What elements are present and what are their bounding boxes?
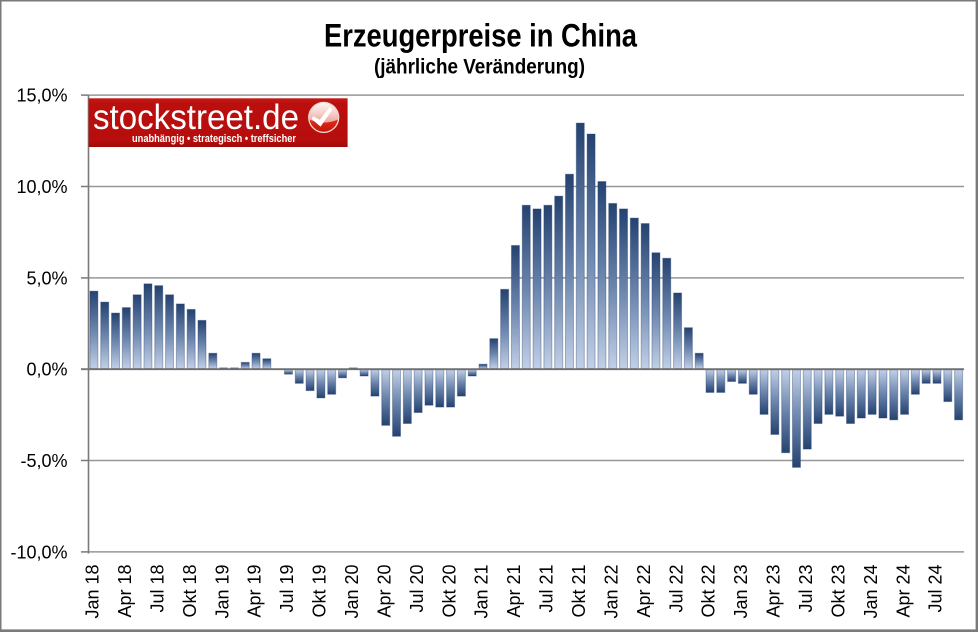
svg-text:Apr 21: Apr 21 (504, 565, 524, 618)
svg-text:Apr 19: Apr 19 (245, 565, 265, 618)
svg-text:Jul 24: Jul 24 (926, 565, 946, 613)
svg-text:-5,0%: -5,0% (20, 451, 67, 471)
svg-text:Okt 22: Okt 22 (699, 565, 719, 618)
svg-text:unabhängig • strategisch • tre: unabhängig • strategisch • treffsicher (132, 133, 297, 145)
svg-text:Okt 23: Okt 23 (828, 565, 848, 618)
svg-text:Apr 18: Apr 18 (115, 565, 135, 618)
svg-text:Jul 21: Jul 21 (537, 565, 557, 613)
svg-text:Jul 23: Jul 23 (796, 565, 816, 613)
svg-text:10,0%: 10,0% (16, 177, 67, 197)
svg-text:Okt 20: Okt 20 (439, 565, 459, 618)
svg-text:Apr 20: Apr 20 (374, 565, 394, 618)
svg-text:Jan 20: Jan 20 (342, 565, 362, 619)
svg-text:Okt 18: Okt 18 (180, 565, 200, 618)
svg-text:Jul 18: Jul 18 (148, 565, 168, 613)
svg-text:5,0%: 5,0% (26, 268, 67, 288)
svg-text:Okt 19: Okt 19 (310, 565, 330, 618)
svg-text:Jan 18: Jan 18 (83, 565, 103, 619)
svg-text:(jährliche Veränderung): (jährliche Veränderung) (374, 56, 585, 79)
svg-text:0,0%: 0,0% (26, 360, 67, 380)
svg-text:Okt 21: Okt 21 (569, 565, 589, 618)
svg-text:Jan 21: Jan 21 (472, 565, 492, 619)
svg-text:Jan 24: Jan 24 (861, 565, 881, 619)
svg-text:Jul 19: Jul 19 (277, 565, 297, 613)
svg-text:Jan 22: Jan 22 (601, 565, 621, 619)
svg-text:Jul 20: Jul 20 (407, 565, 427, 613)
svg-text:Apr 24: Apr 24 (893, 565, 913, 618)
svg-text:15,0%: 15,0% (16, 86, 67, 106)
svg-text:-10,0%: -10,0% (10, 542, 67, 562)
svg-text:Apr 23: Apr 23 (764, 565, 784, 618)
svg-text:Jul 22: Jul 22 (666, 565, 686, 613)
svg-text:Apr 22: Apr 22 (634, 565, 654, 618)
svg-text:Jan 19: Jan 19 (212, 565, 232, 619)
svg-text:Jan 23: Jan 23 (731, 565, 751, 619)
svg-text:stockstreet.de: stockstreet.de (93, 98, 299, 137)
svg-text:Erzeugerpreise in China: Erzeugerpreise in China (324, 18, 637, 54)
